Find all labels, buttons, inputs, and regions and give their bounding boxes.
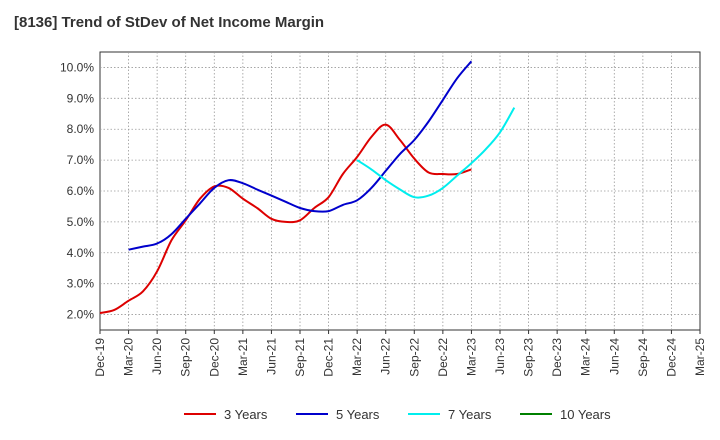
x-tick-label: Sep-23 xyxy=(522,338,536,377)
plot-area xyxy=(99,51,701,331)
series-line-5-years xyxy=(128,60,473,251)
x-tick-label: Mar-21 xyxy=(236,338,250,376)
legend-label: 7 Years xyxy=(448,407,492,422)
x-tick-label: Dec-20 xyxy=(207,338,221,377)
x-tick-label: Jun-23 xyxy=(493,338,507,375)
x-tick-label: Mar-23 xyxy=(464,338,478,376)
x-tick-label: Dec-24 xyxy=(664,338,678,377)
x-tick-label: Dec-22 xyxy=(436,338,450,377)
y-tick-label: 7.0% xyxy=(67,153,95,167)
x-tick-label: Sep-21 xyxy=(293,338,307,377)
x-tick-label: Mar-20 xyxy=(122,338,136,376)
series-line-7-years xyxy=(356,107,516,199)
legend-label: 10 Years xyxy=(560,407,611,422)
x-tick-label: Mar-24 xyxy=(579,338,593,376)
legend-item: 10 Years xyxy=(520,407,611,422)
y-tick-label: 5.0% xyxy=(67,215,95,229)
x-tick-label: Dec-23 xyxy=(550,338,564,377)
y-tick-label: 9.0% xyxy=(67,91,95,105)
legend-item: 3 Years xyxy=(184,407,268,422)
legend-item: 5 Years xyxy=(296,407,380,422)
x-tick-label: Mar-25 xyxy=(693,338,707,376)
series-line-3-years xyxy=(99,123,472,314)
y-tick-label: 4.0% xyxy=(67,246,95,260)
x-tick-label: Jun-20 xyxy=(150,338,164,375)
x-tick-label: Dec-21 xyxy=(322,338,336,377)
y-tick-label: 8.0% xyxy=(67,122,95,136)
legend-label: 5 Years xyxy=(336,407,380,422)
y-tick-label: 10.0% xyxy=(60,60,94,74)
x-tick-label: Dec-19 xyxy=(93,338,107,377)
x-tick-label: Mar-22 xyxy=(350,338,364,376)
y-tick-label: 6.0% xyxy=(67,184,95,198)
x-tick-label: Sep-22 xyxy=(407,338,421,377)
legend-item: 7 Years xyxy=(408,407,492,422)
x-tick-label: Jun-24 xyxy=(607,338,621,375)
chart-title: [8136] Trend of StDev of Net Income Marg… xyxy=(14,14,325,31)
y-tick-label: 2.0% xyxy=(67,308,95,322)
x-tick-label: Sep-20 xyxy=(179,338,193,377)
x-tick-label: Sep-24 xyxy=(636,338,650,377)
legend-label: 3 Years xyxy=(224,407,268,422)
x-tick-label: Jun-22 xyxy=(379,338,393,375)
y-tick-label: 3.0% xyxy=(67,277,95,291)
x-tick-label: Jun-21 xyxy=(264,338,278,375)
